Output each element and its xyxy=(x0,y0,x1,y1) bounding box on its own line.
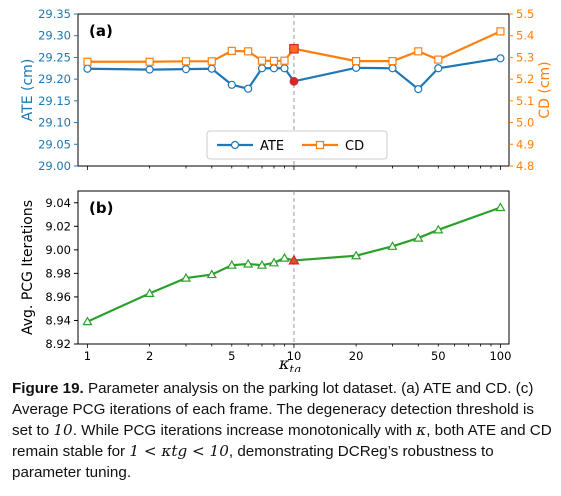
a-point-ate xyxy=(207,64,216,73)
a-right-tick-label: 4.8 xyxy=(516,159,534,173)
b-x-tick-label: 100 xyxy=(489,349,511,363)
b-x-tick-label: 2 xyxy=(146,349,153,363)
a-point-ate xyxy=(280,64,289,73)
b-y-tick-label: 8.96 xyxy=(45,290,71,304)
a-point-ate xyxy=(434,64,443,73)
a-right-tick-label: 5.4 xyxy=(516,29,534,43)
a-point-ate xyxy=(181,65,191,74)
caption-range: 1 < κtg < 10 xyxy=(129,442,229,460)
a-left-tick-label: 29.20 xyxy=(38,72,71,86)
b-point xyxy=(387,241,398,250)
b-point xyxy=(256,259,268,269)
a-left-tick-label: 29.15 xyxy=(38,94,71,108)
a-point-cd xyxy=(244,47,253,56)
a-point-cd xyxy=(257,56,267,65)
a-point-cd xyxy=(414,47,423,56)
b-x-tick-label: 20 xyxy=(349,349,364,363)
caption-text-2: . While PCG iterations increase monotoni… xyxy=(72,422,417,439)
a-right-tick-label: 5.2 xyxy=(516,72,534,86)
a-point-ate xyxy=(352,63,361,72)
a-point-cd xyxy=(352,57,361,66)
a-left-tick-label: 29.35 xyxy=(38,7,71,21)
a-ylabel-right: CD (cm) xyxy=(537,61,553,118)
a-point-ate xyxy=(145,65,154,74)
b-y-tick-label: 9.04 xyxy=(45,196,71,210)
panel-b: 1 2 5 10 20 50 100 8.92 8.94 8.96 8.98 9.00 9.02 9.04… xyxy=(20,190,511,372)
a-point-cd xyxy=(227,46,236,56)
b-point xyxy=(144,288,155,298)
a-point-ate xyxy=(244,84,253,93)
a-point-cd xyxy=(145,57,154,66)
a-point-ate xyxy=(227,80,236,89)
b-point xyxy=(243,258,254,268)
b-point xyxy=(82,316,93,326)
a-right-tick-label: 5.0 xyxy=(516,116,534,130)
a-left-tick-label: 29.25 xyxy=(38,50,71,64)
b-point xyxy=(279,252,290,262)
b-point xyxy=(268,257,279,267)
b-x-tick-label: 10 xyxy=(287,349,302,363)
b-x-tick-label: 50 xyxy=(431,349,446,363)
a-right-tick-label: 4.9 xyxy=(516,137,534,151)
figure: 29.0029.0529.1029.1529.2029.2529.3029.35… xyxy=(20,7,553,372)
caption-text-4: , demonstrating DCReg’s robustness to pa… xyxy=(12,443,494,481)
a-point-cd xyxy=(434,55,443,64)
a-point-ate xyxy=(83,64,92,73)
a-panel-label: (a) xyxy=(89,22,113,40)
caption-label: Figure 19. xyxy=(12,380,84,397)
a-point-ate xyxy=(269,64,279,73)
a-point-ate xyxy=(289,76,299,86)
a-point-cd xyxy=(388,57,397,66)
b-point xyxy=(351,250,362,260)
b-point xyxy=(180,272,192,282)
b-x-tick-label: 5 xyxy=(228,349,235,363)
b-point xyxy=(206,269,217,279)
b-y-tick-label: 8.98 xyxy=(45,266,71,280)
b-y-tick-label: 9.02 xyxy=(45,219,71,233)
a-point-cd xyxy=(280,56,289,65)
a-right-tick-label: 5.3 xyxy=(516,50,534,64)
b-y-tick-label: 8.92 xyxy=(45,337,71,351)
a-point-cd xyxy=(289,43,299,54)
a-left-tick-label: 29.05 xyxy=(38,137,71,151)
a-legend-label-cd: CD xyxy=(345,139,364,154)
a-point-ate xyxy=(388,64,397,73)
a-left-tick-label: 29.10 xyxy=(38,116,71,130)
b-y-tick-label: 9.00 xyxy=(45,243,71,257)
b-ylabel: Avg. PCG Iterations xyxy=(20,200,36,335)
a-legend-label-ate: ATE xyxy=(260,139,284,154)
b-point xyxy=(413,232,424,242)
b-point xyxy=(433,224,444,234)
caption-threshold: 10 xyxy=(53,421,73,439)
caption-text-3: , both ATE and CD remain stable for xyxy=(12,422,552,460)
a-legend-marker xyxy=(315,140,325,150)
b-x-tick-label: 1 xyxy=(84,349,91,363)
b-xlabel: κtg xyxy=(278,354,301,372)
a-point-cd xyxy=(181,57,191,66)
a-legend: ATE CD xyxy=(206,130,388,160)
a-point-ate xyxy=(414,85,423,94)
a-left-tick-label: 29.30 xyxy=(38,29,71,43)
a-point-ate xyxy=(257,64,267,73)
a-legend-marker xyxy=(230,140,240,150)
b-y-tick-label: 8.94 xyxy=(45,313,71,327)
a-right-tick-label: 5.5 xyxy=(516,7,534,21)
b-point xyxy=(226,259,237,269)
a-point-cd xyxy=(269,56,279,66)
caption-kappa: κ xyxy=(416,421,427,439)
a-left-tick-label: 29.00 xyxy=(38,159,71,173)
b-point xyxy=(288,254,300,265)
panel-a: 29.00 29.05 29.10 29.15 29.20 29.25 29.30 29.35… xyxy=(20,7,553,173)
a-point-cd xyxy=(83,57,92,66)
b-point xyxy=(495,202,506,212)
b-panel-label: (b) xyxy=(89,199,113,217)
a-right-tick-label: 5.1 xyxy=(516,94,534,108)
a-point-ate xyxy=(496,54,505,63)
a-ylabel-left: ATE (cm) xyxy=(20,59,36,122)
figure-caption: Figure 19. Parameter analysis on the par… xyxy=(12,378,554,483)
a-point-cd xyxy=(496,27,505,36)
caption-text-1: Parameter analysis on the parking lot da… xyxy=(12,380,535,439)
a-point-cd xyxy=(207,57,216,66)
a-legend-box xyxy=(206,130,388,160)
